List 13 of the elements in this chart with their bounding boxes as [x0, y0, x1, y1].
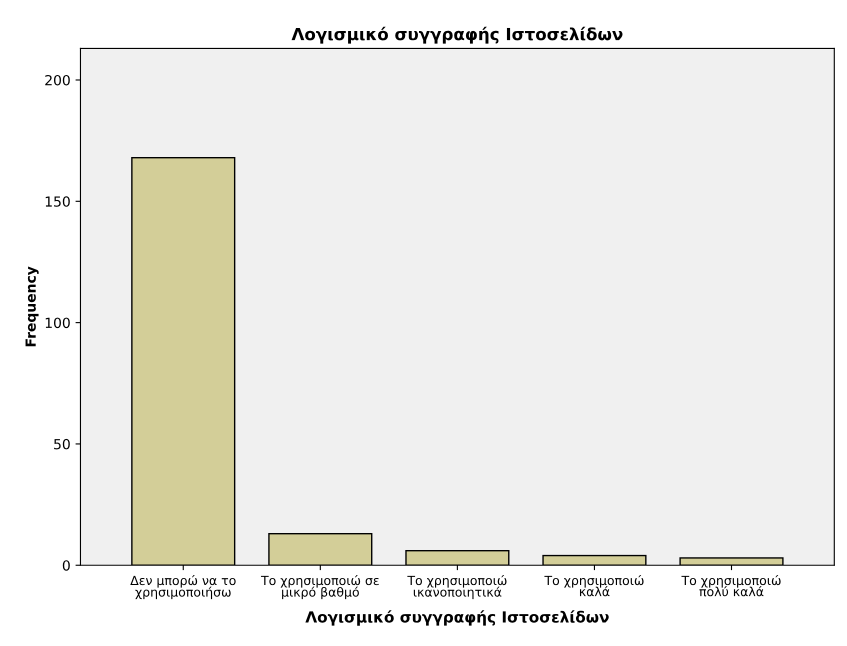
- x-tick-label: Δεν μπορώ να το χρησιμοποιήσω: [130, 574, 236, 600]
- x-tick-label: Το χρησιμοποιώ σε μικρό βαθμό: [260, 574, 379, 600]
- y-tick-label: 0: [62, 560, 70, 571]
- y-tick-label: 100: [46, 318, 70, 328]
- x-tick-label: Το χρησιμοποιώ πολύ καλά: [681, 574, 781, 596]
- chart-title: Λογισμικό συγγραφής Ιστοσελίδων: [292, 26, 623, 44]
- y-axis-title: Frequency: [26, 266, 39, 346]
- y-tick-label: 50: [54, 438, 70, 450]
- x-axis-title: Λογισμικό συγγραφής Ιστοσελίδων: [305, 610, 609, 626]
- x-tick-label: Το χρησιμοποιώ καλά: [544, 574, 644, 596]
- y-tick-label: 150: [46, 196, 70, 207]
- y-tick-label: 200: [45, 74, 70, 86]
- x-tick-label: Το χρησιμοποιώ ικανοποιητικά: [407, 574, 507, 600]
